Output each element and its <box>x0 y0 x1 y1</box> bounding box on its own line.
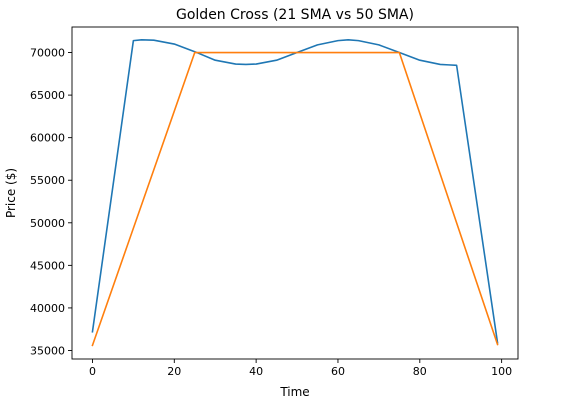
x-tick-label: 20 <box>167 365 181 378</box>
y-tick-label: 40000 <box>30 302 65 315</box>
y-tick-label: 50000 <box>30 217 65 230</box>
y-tick-label: 60000 <box>30 132 65 145</box>
x-tick-label: 100 <box>491 365 512 378</box>
y-tick-label: 70000 <box>30 47 65 60</box>
series-line-1 <box>91 38 499 344</box>
axes: 0 20 40 60 80 100 35000 40000 45000 50000 55000 600… <box>30 26 519 378</box>
y-tick-label: 45000 <box>30 259 65 272</box>
y-axis-title: Price ($) <box>4 168 18 218</box>
y-tick-label: 35000 <box>30 344 65 357</box>
chart-title: Golden Cross (21 SMA vs 50 SMA) <box>176 7 414 23</box>
plot-frame <box>71 26 519 360</box>
series-line-2 <box>91 51 499 347</box>
x-tick-label: 80 <box>413 365 427 378</box>
x-tick-label: 0 <box>89 365 96 378</box>
x-tick-label: 40 <box>249 365 263 378</box>
y-tick-label: 55000 <box>30 174 65 187</box>
y-tick-label: 65000 <box>30 89 65 102</box>
x-tick-label: 60 <box>331 365 345 378</box>
plot-area <box>91 38 499 347</box>
x-axis-title: Time <box>279 385 309 399</box>
